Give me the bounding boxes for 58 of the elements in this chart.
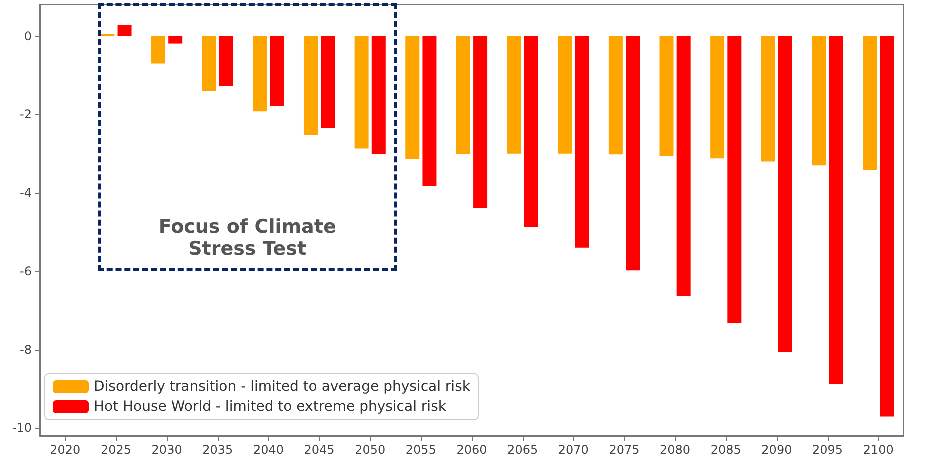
- bar: [253, 36, 268, 112]
- bar: [626, 36, 640, 271]
- x-tick-label: 2100: [863, 443, 894, 457]
- bar: [608, 36, 623, 155]
- legend-label: Disorderly transition - limited to average physical risk: [94, 379, 472, 395]
- bar: [474, 36, 488, 208]
- bar: [710, 36, 725, 159]
- x-tick-label: 2080: [660, 443, 691, 457]
- bar: [558, 36, 572, 154]
- y-tick-label: -10: [12, 421, 32, 436]
- bar: [778, 36, 792, 353]
- y-tick-label: -2: [20, 108, 32, 122]
- x-tick-label: 2045: [304, 443, 335, 457]
- bar: [219, 36, 234, 86]
- x-tick-label: 2050: [355, 443, 386, 457]
- annotation: Focus of Climate Stress Test: [158, 216, 338, 260]
- bar: [152, 36, 166, 64]
- bar: [168, 36, 183, 44]
- x-tick-label: 2075: [609, 443, 640, 457]
- x-tick-label: 2085: [710, 443, 742, 457]
- bar: [118, 24, 132, 36]
- x-tick-label: 2040: [253, 443, 284, 457]
- bar: [507, 36, 522, 154]
- y-tick-label: -6: [20, 264, 32, 278]
- bar: [406, 36, 420, 159]
- x-tick-label: 2055: [406, 443, 436, 457]
- y-tick-label: -8: [20, 342, 32, 357]
- bar: [304, 36, 318, 136]
- x-tick-label: 2065: [508, 443, 538, 457]
- y-tick-label: 0: [24, 29, 32, 44]
- bar: [456, 36, 470, 154]
- x-tick-label: 2020: [50, 443, 81, 457]
- x-tick-label: 2070: [558, 443, 589, 457]
- x-tick-label: 2095: [812, 443, 844, 457]
- dashed-frame: Focus of Climate Stress Test: [98, 3, 397, 272]
- bar: [880, 36, 894, 417]
- x-tick-label: 2025: [100, 443, 132, 457]
- bar: [270, 36, 284, 106]
- y-tick-label: -4: [20, 186, 32, 200]
- x-tick-label: 2030: [152, 443, 182, 457]
- bar: [660, 36, 674, 156]
- bar: [863, 36, 878, 170]
- bar: [761, 36, 776, 162]
- bar: [202, 36, 216, 92]
- legend-label: Hot House World - limited to extreme physical risk: [94, 399, 448, 415]
- bar: [321, 36, 336, 128]
- x-tick-label: 2060: [456, 443, 488, 457]
- bar: [354, 36, 369, 149]
- bar: [422, 36, 437, 186]
- bar: [524, 36, 538, 228]
- bar: [728, 36, 742, 324]
- bar: [575, 36, 590, 248]
- bar: [372, 36, 386, 154]
- bar: [829, 36, 844, 384]
- bar: [676, 36, 691, 296]
- x-tick-label: 2035: [202, 443, 234, 457]
- x-tick-label: 2090: [762, 443, 792, 457]
- bar: [812, 36, 826, 166]
